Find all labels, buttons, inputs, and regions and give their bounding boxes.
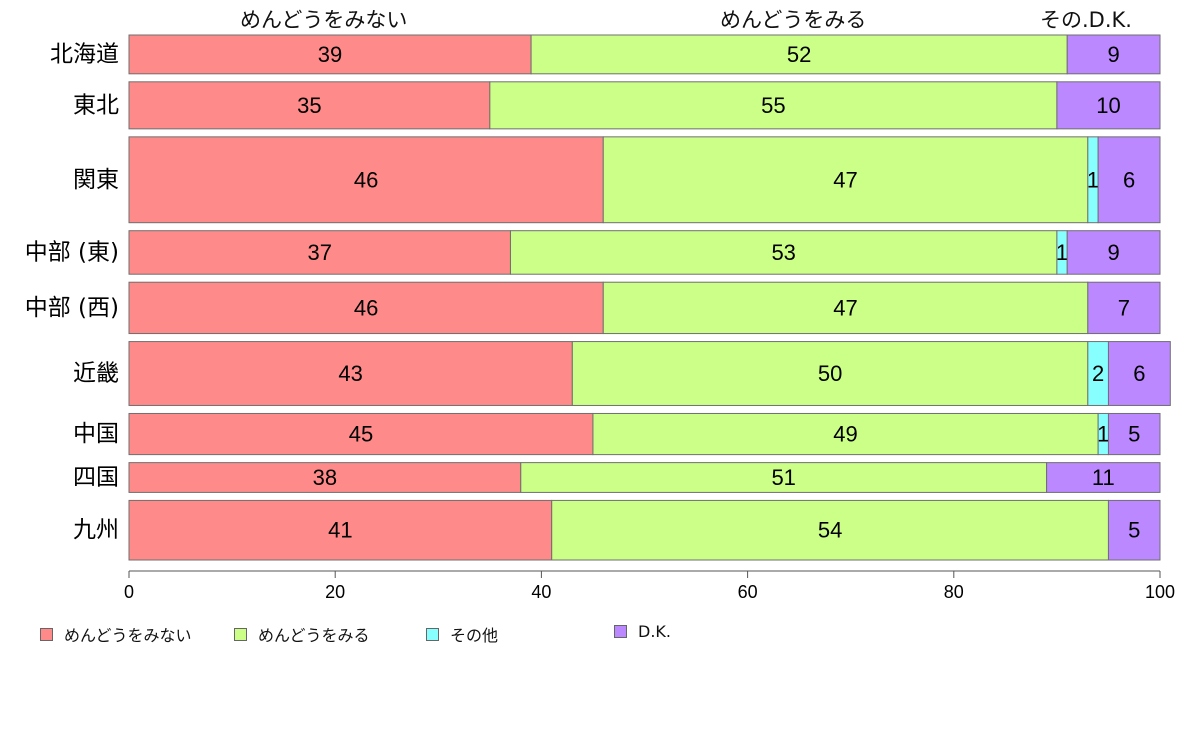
bar-value-label: 49 <box>833 422 857 447</box>
bar-segment <box>489 81 1058 130</box>
bar-segment <box>1097 136 1161 224</box>
bar-value-label: 11 <box>1092 465 1115 490</box>
legend-label-care: めんどうをみる <box>258 626 370 645</box>
bar-segment <box>128 462 522 493</box>
bar-value-label: 5 <box>1128 422 1140 447</box>
bar-segment <box>1046 462 1161 493</box>
legend-item-care: めんどうをみる <box>234 622 370 646</box>
bar-value-label: 5 <box>1128 518 1140 543</box>
legend-swatch-other <box>426 627 439 641</box>
bar-segment <box>128 499 553 561</box>
bar-value-label: 39 <box>318 42 342 67</box>
x-tick-label: 20 <box>325 582 345 602</box>
bar-segment <box>520 462 1048 493</box>
bar-value-label: 1 <box>1097 422 1109 447</box>
bar-value-label: 50 <box>818 361 842 386</box>
bar-value-label: 52 <box>787 42 811 67</box>
bar-segment <box>1107 412 1161 456</box>
bar-segment <box>1107 341 1171 406</box>
column-header-care: めんどうをみる <box>720 8 867 32</box>
legend-swatch-no-care <box>40 627 53 641</box>
bar-value-label: 47 <box>833 167 857 192</box>
bar-value-label: 53 <box>771 240 795 265</box>
category-label: 四国 <box>73 465 119 491</box>
category-label: 中部 (東) <box>25 239 119 265</box>
bar-value-label: 55 <box>761 93 785 118</box>
bar-segment <box>128 230 511 275</box>
bar-value-label: 9 <box>1107 42 1119 67</box>
bar-segment <box>509 230 1058 275</box>
bar-segment <box>602 281 1089 335</box>
legend-item-dk: D.K. <box>614 622 671 641</box>
bar-segment <box>602 136 1089 224</box>
bar-segment <box>128 341 573 406</box>
bar-segment <box>1056 81 1161 130</box>
x-tick-label: 80 <box>944 582 964 602</box>
bar-value-label: 45 <box>349 422 373 447</box>
bar-segment <box>1107 499 1161 561</box>
bar-segment <box>128 81 491 130</box>
bar-value-label: 10 <box>1096 93 1120 118</box>
legend-swatch-care <box>234 627 247 641</box>
bar-value-label: 47 <box>833 295 857 320</box>
legend-item-no-care: めんどうをみない <box>40 622 192 646</box>
legend-label-other: その他 <box>450 626 499 645</box>
legend-item-other: その他 <box>426 622 498 646</box>
bar-segment <box>128 136 604 224</box>
bar-value-label: 41 <box>328 518 352 543</box>
bar-value-label: 46 <box>354 295 378 320</box>
column-header-no-care: めんどうをみない <box>240 8 408 32</box>
bar-value-label: 7 <box>1118 295 1130 320</box>
bar-segment <box>551 499 1109 561</box>
category-label: 中国 <box>73 421 119 447</box>
bar-segment <box>128 412 594 456</box>
category-label: 九州 <box>73 517 119 543</box>
bar-value-label: 54 <box>818 518 842 543</box>
legend-label-no-care: めんどうをみない <box>64 626 192 645</box>
category-label: 東北 <box>73 92 119 118</box>
bar-segment <box>128 281 604 335</box>
bar-value-label: 2 <box>1092 361 1104 386</box>
bar-value-label: 35 <box>297 93 321 118</box>
bar-segment <box>592 412 1099 456</box>
bar-value-label: 37 <box>307 240 331 265</box>
x-tick-label: 40 <box>531 582 551 602</box>
bar-segment <box>1066 34 1161 75</box>
legend: めんどうをみない めんどうをみる その他 D.K. <box>0 622 1188 648</box>
legend-swatch-dk <box>614 625 627 638</box>
legend-label-dk: D.K. <box>638 622 671 641</box>
bar-value-label: 1 <box>1087 167 1099 192</box>
bar-value-label: 9 <box>1107 240 1119 265</box>
x-tick-label: 0 <box>124 582 134 602</box>
bar-value-label: 51 <box>771 465 795 490</box>
bar-segment <box>571 341 1089 406</box>
bar-value-label: 46 <box>354 167 378 192</box>
category-label: 中部 (西) <box>25 295 119 321</box>
category-label: 北海道 <box>50 41 119 67</box>
category-label: 近畿 <box>73 361 119 387</box>
x-tick-label: 60 <box>738 582 758 602</box>
bar-value-label: 43 <box>338 361 362 386</box>
bar-segment <box>1087 281 1161 335</box>
bar-value-label: 6 <box>1133 361 1145 386</box>
bar-segment <box>530 34 1068 75</box>
bar-segment <box>1066 230 1161 275</box>
x-tick-label: 100 <box>1145 582 1175 602</box>
category-label: 関東 <box>73 167 119 193</box>
column-header-other-dk: その.D.K. <box>1040 8 1132 32</box>
bar-value-label: 6 <box>1123 167 1135 192</box>
bar-value-label: 38 <box>313 465 337 490</box>
bar-value-label: 1 <box>1056 240 1068 265</box>
